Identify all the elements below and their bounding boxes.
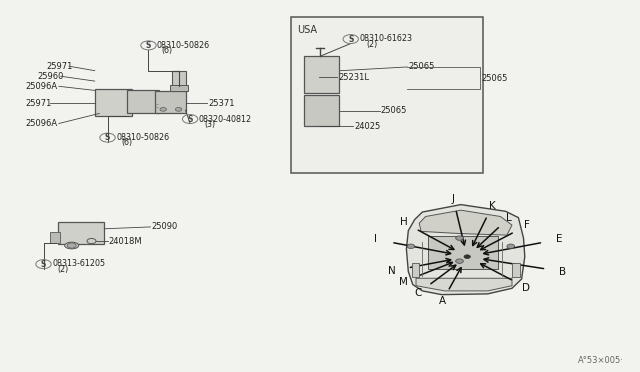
Bar	[127, 90, 159, 113]
Text: M: M	[399, 277, 408, 287]
Circle shape	[67, 243, 76, 248]
Text: S: S	[348, 35, 353, 44]
Polygon shape	[419, 210, 512, 235]
Polygon shape	[416, 278, 512, 291]
Text: 25065: 25065	[481, 74, 508, 83]
Text: 08313-61205: 08313-61205	[52, 259, 106, 268]
Bar	[304, 95, 339, 126]
Text: (6): (6)	[161, 46, 172, 55]
Bar	[58, 222, 104, 244]
Text: 08310-50826: 08310-50826	[116, 133, 170, 142]
Text: N: N	[388, 266, 396, 276]
Text: S: S	[188, 115, 193, 124]
Text: K: K	[489, 201, 495, 211]
Text: A°53×005·: A°53×005·	[578, 356, 624, 365]
Text: F: F	[524, 220, 530, 230]
Text: S: S	[41, 260, 46, 269]
Text: (6): (6)	[122, 138, 132, 147]
Bar	[291, 17, 483, 173]
Bar	[50, 232, 60, 243]
Bar	[95, 89, 132, 116]
Text: 08310-50826: 08310-50826	[156, 41, 209, 49]
Text: USA: USA	[298, 25, 317, 35]
Bar	[512, 263, 520, 277]
Text: 25371: 25371	[208, 99, 234, 108]
Text: (2): (2)	[58, 265, 69, 274]
Text: 24025: 24025	[355, 122, 381, 131]
Text: 25096A: 25096A	[26, 119, 58, 128]
Text: A: A	[439, 295, 446, 305]
Text: 25096A: 25096A	[26, 82, 58, 91]
Text: 25065: 25065	[381, 106, 407, 115]
Text: I: I	[374, 234, 377, 244]
Circle shape	[507, 244, 515, 248]
Text: 25231L: 25231L	[338, 73, 369, 82]
Bar	[170, 85, 188, 91]
Text: 25960: 25960	[37, 72, 63, 81]
Bar	[155, 91, 186, 113]
Circle shape	[160, 108, 166, 111]
Text: (2): (2)	[366, 40, 378, 49]
Text: 25090: 25090	[152, 222, 178, 231]
Text: 25971: 25971	[46, 62, 72, 71]
Text: S: S	[105, 133, 110, 142]
Ellipse shape	[65, 242, 79, 249]
Text: H: H	[399, 217, 408, 227]
Text: 25971: 25971	[26, 99, 52, 108]
Text: 24018M: 24018M	[109, 237, 143, 246]
Circle shape	[456, 259, 463, 263]
Text: 25065: 25065	[408, 62, 435, 71]
Text: D: D	[522, 283, 530, 292]
Text: E: E	[556, 234, 563, 244]
Text: C: C	[415, 288, 422, 298]
Polygon shape	[406, 205, 525, 295]
Text: (3): (3)	[205, 121, 216, 129]
Circle shape	[175, 108, 182, 111]
Circle shape	[407, 244, 415, 248]
Text: 08310-61623: 08310-61623	[360, 34, 413, 43]
Bar	[428, 236, 498, 269]
Bar	[304, 56, 339, 93]
Bar	[172, 71, 186, 86]
Text: L: L	[506, 212, 512, 222]
Text: S: S	[146, 41, 151, 50]
Circle shape	[464, 255, 470, 259]
Bar	[412, 263, 419, 277]
Text: B: B	[559, 266, 566, 276]
Circle shape	[456, 236, 463, 240]
Text: 08320-40812: 08320-40812	[198, 115, 252, 124]
Text: J: J	[452, 194, 455, 204]
